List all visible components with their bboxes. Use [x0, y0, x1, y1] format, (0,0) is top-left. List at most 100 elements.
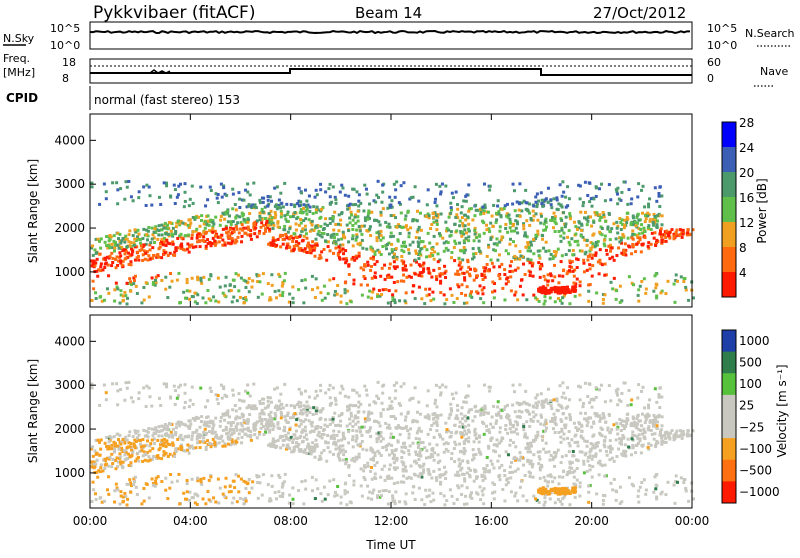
power-point: [280, 212, 283, 215]
velocity-point: [92, 488, 95, 491]
velocity-point: [336, 485, 339, 488]
velocity-point: [298, 436, 301, 439]
power-point: [127, 252, 130, 255]
velocity-point: [558, 475, 561, 478]
power-point: [133, 279, 136, 282]
power-point: [404, 225, 407, 228]
power-point: [227, 220, 230, 223]
power-point: [200, 214, 203, 217]
power-point: [450, 230, 453, 233]
power-point: [423, 302, 426, 305]
velocity-point: [543, 476, 546, 479]
velocity-point: [591, 435, 594, 438]
power-point: [466, 285, 469, 288]
power-point: [354, 222, 357, 225]
power-point: [416, 219, 419, 222]
power-point: [340, 212, 343, 215]
power-point: [433, 235, 436, 238]
power-point: [217, 300, 220, 303]
power-point: [441, 237, 444, 240]
power-point: [530, 258, 533, 261]
power-point: [559, 183, 562, 186]
power-point: [394, 196, 397, 199]
power-point: [199, 186, 202, 189]
velocity-point: [157, 434, 160, 437]
power-point: [118, 233, 121, 236]
power-point: [199, 245, 202, 248]
power-point: [524, 273, 527, 276]
y-tick-label: 3000: [54, 177, 85, 191]
power-point: [467, 183, 470, 186]
velocity-point: [446, 428, 449, 431]
power-point: [469, 268, 472, 271]
velocity-point: [304, 488, 307, 491]
power-point: [517, 267, 520, 270]
power-point: [542, 291, 545, 294]
velocity-point: [407, 436, 410, 439]
velocity-point: [645, 489, 648, 492]
power-point: [367, 296, 370, 299]
velocity-point: [184, 392, 187, 395]
velocity-point: [186, 490, 189, 493]
velocity-point: [132, 435, 135, 438]
velocity-point: [464, 425, 467, 428]
power-point: [450, 251, 453, 254]
power-point: [467, 223, 470, 226]
velocity-point: [105, 391, 108, 394]
power-point: [249, 193, 252, 196]
velocity-point: [496, 444, 499, 447]
velocity-point: [374, 402, 377, 405]
velocity-point: [388, 490, 391, 493]
power-point: [463, 246, 466, 249]
power-point: [432, 269, 435, 272]
power-point: [419, 252, 422, 255]
velocity-point: [200, 420, 203, 423]
power-point: [151, 233, 154, 236]
velocity-point: [610, 482, 613, 485]
power-point: [232, 220, 235, 223]
power-point: [242, 301, 245, 304]
velocity-point: [370, 466, 373, 469]
velocity-point: [490, 459, 493, 462]
velocity-point: [333, 412, 336, 415]
velocity-point: [160, 480, 163, 483]
power-point: [308, 194, 311, 197]
power-point: [375, 236, 378, 239]
power-point: [388, 226, 391, 229]
power-point: [337, 223, 340, 226]
power-point: [631, 243, 634, 246]
velocity-point: [400, 412, 403, 415]
velocity-point: [458, 458, 461, 461]
power-point: [652, 221, 655, 224]
velocity-point: [583, 417, 586, 420]
power-point: [126, 186, 129, 189]
power-point: [221, 196, 224, 199]
power-point: [598, 272, 601, 275]
power-point: [637, 219, 640, 222]
power-point: [116, 287, 119, 290]
velocity-point: [456, 409, 459, 412]
power-point: [473, 214, 476, 217]
power-point: [493, 296, 496, 299]
power-point: [224, 244, 227, 247]
velocity-point: [675, 474, 678, 477]
power-point: [576, 266, 579, 269]
velocity-point: [347, 441, 350, 444]
power-point: [439, 275, 442, 278]
power-point: [134, 275, 137, 278]
velocity-point: [435, 384, 438, 387]
power-point: [522, 293, 525, 296]
power-point: [119, 187, 122, 190]
power-point: [95, 251, 98, 254]
velocity-point: [379, 412, 382, 415]
power-point: [332, 277, 335, 280]
velocity-point: [119, 460, 122, 463]
velocity-point: [399, 433, 402, 436]
power-point: [438, 185, 441, 188]
power-point: [409, 243, 412, 246]
power-point: [187, 234, 190, 237]
velocity-point: [384, 489, 387, 492]
power-point: [543, 303, 546, 306]
power-point: [151, 227, 154, 230]
power-point: [460, 235, 463, 238]
